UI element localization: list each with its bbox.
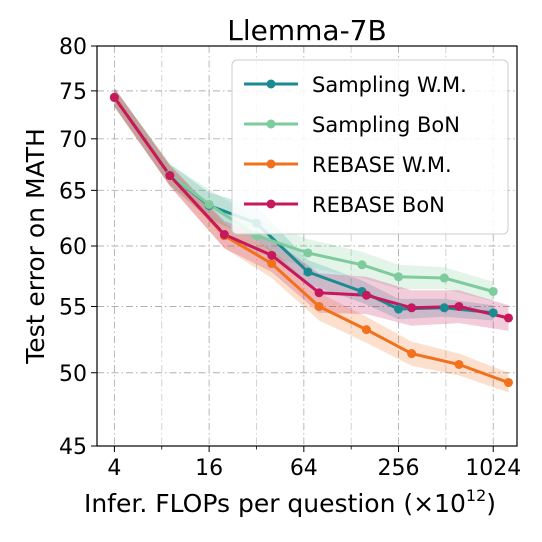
x-tick-label: 4 bbox=[107, 456, 121, 481]
point-series-3 bbox=[503, 378, 513, 388]
legend-swatch-marker bbox=[266, 159, 276, 169]
legend-swatch-marker bbox=[266, 119, 276, 129]
x-tick-label: 256 bbox=[378, 456, 420, 481]
point-series-4 bbox=[219, 230, 229, 240]
tick-labels: 4 16 64 256 1024 45 50 55 60 65 70 75 80 bbox=[59, 35, 521, 481]
point-series-2 bbox=[357, 260, 367, 270]
point-series-2 bbox=[303, 248, 313, 258]
y-tick-label: 80 bbox=[59, 35, 87, 60]
legend-label: Sampling BoN bbox=[312, 113, 460, 137]
point-series-4 bbox=[361, 290, 371, 300]
chart-title: Llemma-7B bbox=[227, 14, 386, 47]
point-series-1 bbox=[488, 308, 498, 318]
point-series-4 bbox=[454, 301, 464, 311]
y-tick-label: 45 bbox=[59, 435, 87, 460]
y-tick-label: 65 bbox=[59, 179, 87, 204]
legend-box bbox=[231, 59, 509, 235]
legend-label: REBASE BoN bbox=[312, 193, 445, 217]
x-axis-title-close: ) bbox=[486, 489, 496, 518]
y-tick-label: 50 bbox=[59, 362, 87, 387]
point-series-3 bbox=[407, 349, 417, 359]
x-axis-title-main: Infer. FLOPs per question (×10 bbox=[84, 489, 466, 518]
y-tick-label: 70 bbox=[59, 128, 87, 153]
point-series-2 bbox=[439, 273, 449, 283]
point-series-3 bbox=[314, 301, 324, 311]
legend-swatch-marker bbox=[266, 79, 276, 89]
x-tick-label: 1024 bbox=[465, 456, 521, 481]
x-tick-label: 64 bbox=[290, 456, 318, 481]
y-tick-label: 75 bbox=[59, 80, 87, 105]
legend-label: REBASE W.M. bbox=[312, 153, 452, 177]
legend-label: Sampling W.M. bbox=[312, 73, 467, 97]
y-tick-label: 60 bbox=[59, 235, 87, 260]
point-series-4 bbox=[165, 171, 175, 181]
x-axis-title-exponent: 12 bbox=[466, 486, 486, 505]
point-series-4 bbox=[314, 288, 324, 298]
point-series-1 bbox=[439, 303, 449, 313]
point-series-3 bbox=[361, 325, 371, 335]
point-series-4 bbox=[109, 92, 119, 102]
band-series-3 bbox=[114, 88, 509, 393]
point-series-1 bbox=[303, 267, 313, 277]
band-series-4 bbox=[114, 88, 509, 331]
point-series-1 bbox=[394, 304, 404, 314]
point-series-4 bbox=[407, 303, 417, 313]
point-series-2 bbox=[204, 199, 214, 209]
legend-swatch-marker bbox=[266, 199, 276, 209]
point-series-2 bbox=[488, 286, 498, 296]
legend: Sampling W.M. Sampling BoN REBASE W.M. REBA… bbox=[231, 59, 509, 235]
series-points bbox=[109, 92, 513, 388]
x-axis-title: Infer. FLOPs per question (×1012) bbox=[84, 486, 496, 518]
y-tick-label: 55 bbox=[59, 295, 87, 320]
point-series-3 bbox=[454, 359, 464, 369]
point-series-3 bbox=[267, 259, 277, 269]
point-series-2 bbox=[394, 272, 404, 282]
y-axis-title: Test error on MATH bbox=[21, 128, 50, 365]
ticks bbox=[91, 45, 494, 452]
point-series-4 bbox=[267, 250, 277, 260]
band-series-1 bbox=[114, 88, 494, 321]
point-series-4 bbox=[503, 313, 513, 323]
x-tick-label: 16 bbox=[195, 456, 223, 481]
